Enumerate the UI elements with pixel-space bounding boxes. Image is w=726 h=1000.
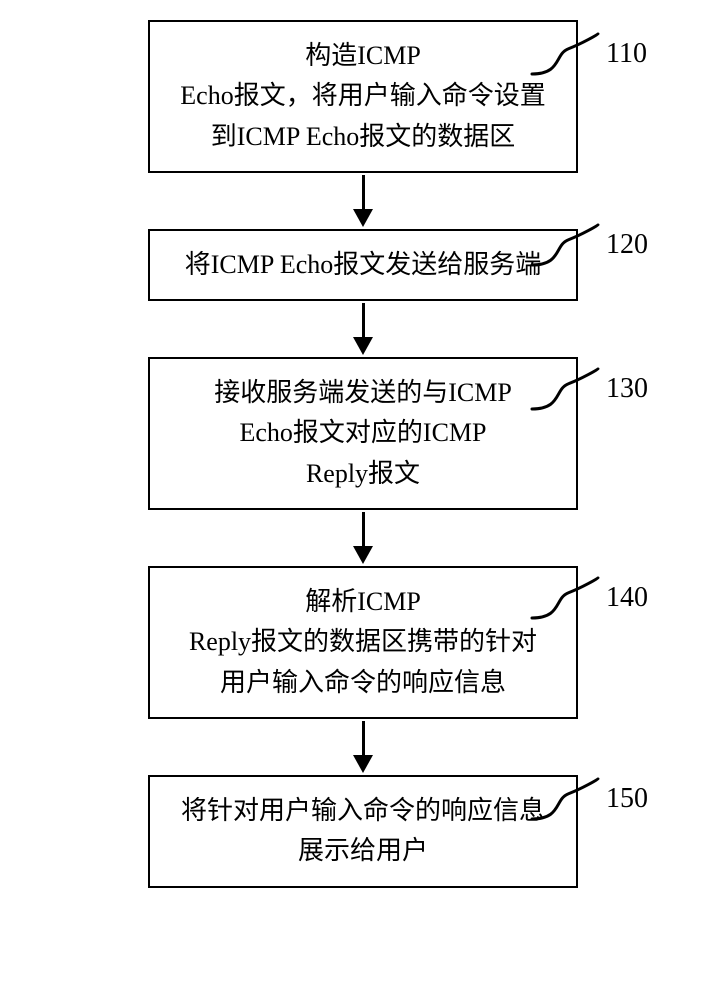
label-connector-curve (530, 777, 600, 821)
arrow-head-icon (353, 755, 373, 773)
step-label-130: 130 (530, 367, 648, 411)
step-text-line: 展示给用户 (168, 831, 558, 871)
step-label-140: 140 (530, 576, 648, 620)
step-text-line: Reply报文 (168, 454, 558, 494)
step-text-line: Reply报文的数据区携带的针对 (168, 622, 558, 662)
step-box-140: 解析ICMPReply报文的数据区携带的针对用户输入命令的响应信息 (148, 566, 578, 719)
step-text-line: 接收服务端发送的与ICMP (168, 373, 558, 413)
label-connector-curve (530, 32, 600, 76)
step-row-110: 构造ICMPEcho报文，将用户输入命令设置到ICMP Echo报文的数据区 11… (20, 20, 706, 173)
step-text-line: 用户输入命令的响应信息 (168, 663, 558, 703)
arrow-down (353, 175, 373, 227)
step-box-110: 构造ICMPEcho报文，将用户输入命令设置到ICMP Echo报文的数据区 (148, 20, 578, 173)
step-row-130: 接收服务端发送的与ICMPEcho报文对应的ICMPReply报文 130 (20, 357, 706, 510)
step-number: 110 (606, 38, 647, 70)
arrow-down (353, 512, 373, 564)
label-connector-curve (530, 576, 600, 620)
step-text-line: Echo报文，将用户输入命令设置 (168, 76, 558, 116)
arrow-head-icon (353, 337, 373, 355)
step-label-120: 120 (530, 223, 648, 267)
arrow-line (362, 512, 365, 546)
arrow-line (362, 721, 365, 755)
step-label-150: 150 (530, 777, 648, 821)
arrow-down (353, 303, 373, 355)
arrow-line (362, 303, 365, 337)
step-number: 120 (606, 229, 648, 261)
step-text-line: 将ICMP Echo报文发送给服务端 (168, 245, 558, 285)
flowchart-container: 构造ICMPEcho报文，将用户输入命令设置到ICMP Echo报文的数据区 11… (20, 20, 706, 888)
label-connector-curve (530, 223, 600, 267)
step-box-130: 接收服务端发送的与ICMPEcho报文对应的ICMPReply报文 (148, 357, 578, 510)
step-box-150: 将针对用户输入命令的响应信息展示给用户 (148, 775, 578, 888)
arrow-head-icon (353, 209, 373, 227)
step-text-line: 将针对用户输入命令的响应信息 (168, 791, 558, 831)
step-box-120: 将ICMP Echo报文发送给服务端 (148, 229, 578, 301)
arrow-head-icon (353, 546, 373, 564)
step-number: 150 (606, 783, 648, 815)
step-text-line: 到ICMP Echo报文的数据区 (168, 117, 558, 157)
step-text-line: Echo报文对应的ICMP (168, 413, 558, 453)
step-row-150: 将针对用户输入命令的响应信息展示给用户 150 (20, 775, 706, 888)
arrow-line (362, 175, 365, 209)
label-connector-curve (530, 367, 600, 411)
step-label-110: 110 (530, 32, 647, 76)
arrow-down (353, 721, 373, 773)
step-row-120: 将ICMP Echo报文发送给服务端 120 (20, 229, 706, 301)
step-row-140: 解析ICMPReply报文的数据区携带的针对用户输入命令的响应信息 140 (20, 566, 706, 719)
step-number: 130 (606, 373, 648, 405)
step-text-line: 构造ICMP (168, 36, 558, 76)
step-text-line: 解析ICMP (168, 582, 558, 622)
step-number: 140 (606, 582, 648, 614)
